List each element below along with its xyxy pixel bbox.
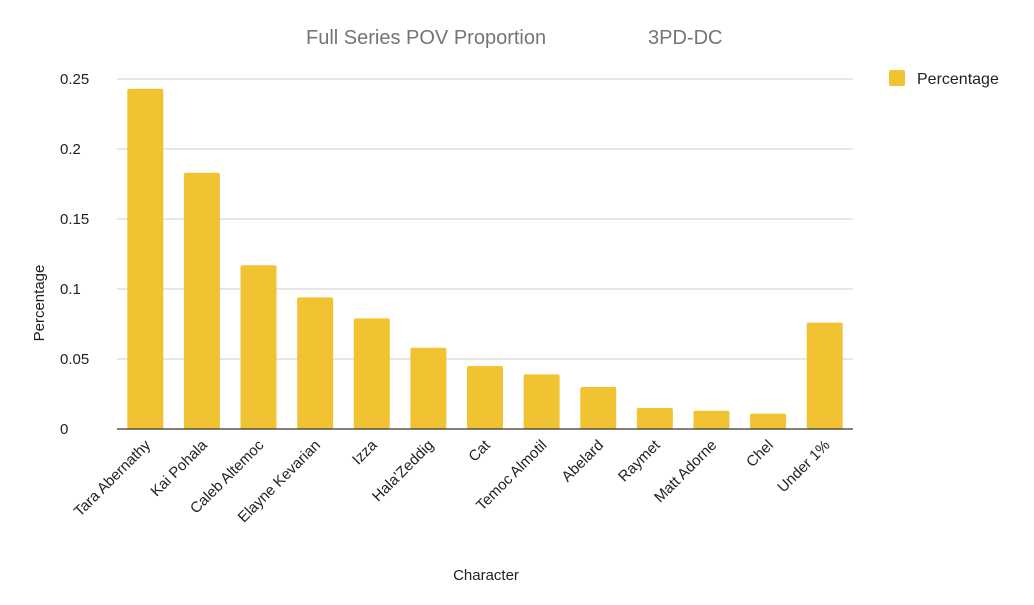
x-tick-label: Tara Abernathy <box>71 436 155 520</box>
gridlines <box>117 78 853 360</box>
x-tick-label: Hala'Zeddig <box>369 437 437 505</box>
y-tick-label: 0.25 <box>60 71 89 88</box>
bar <box>636 408 673 429</box>
chart-title: Full Series POV Proportion <box>306 27 546 49</box>
legend-label: Percentage <box>917 71 999 88</box>
x-tick-label: Izza <box>349 436 381 468</box>
bar <box>750 413 787 429</box>
y-tick-label: 0.1 <box>60 281 81 298</box>
x-tick-label: Abelard <box>558 437 607 486</box>
y-axis-title: Percentage <box>31 265 48 342</box>
legend-swatch <box>889 70 905 86</box>
bar <box>183 172 220 430</box>
x-tick-label: Cat <box>465 436 494 465</box>
bar <box>240 265 277 429</box>
bar <box>806 322 843 429</box>
bars <box>127 88 843 430</box>
y-tick-label: 0 <box>60 421 68 438</box>
bar <box>353 318 390 429</box>
y-axis-ticks: 0 0.05 0.1 0.15 0.2 0.25 <box>60 71 89 438</box>
bar <box>523 374 560 429</box>
y-tick-label: 0.15 <box>60 211 89 228</box>
bar <box>580 387 617 429</box>
bar <box>410 347 447 429</box>
chart-title-group: Full Series POV Proportion 3PD-DC <box>306 27 722 49</box>
x-tick-label: Chel <box>743 437 777 471</box>
chart-subtitle: 3PD-DC <box>648 27 722 49</box>
x-tick-label: Under 1% <box>774 437 833 496</box>
bar <box>297 297 334 429</box>
bar <box>467 366 503 429</box>
y-tick-label: 0.2 <box>60 141 81 158</box>
bar <box>127 88 164 430</box>
bar <box>693 410 730 429</box>
x-axis-title: Character <box>453 567 519 584</box>
y-tick-label: 0.05 <box>60 351 89 368</box>
legend: Percentage <box>889 70 999 88</box>
x-tick-label: Raymet <box>615 436 664 485</box>
